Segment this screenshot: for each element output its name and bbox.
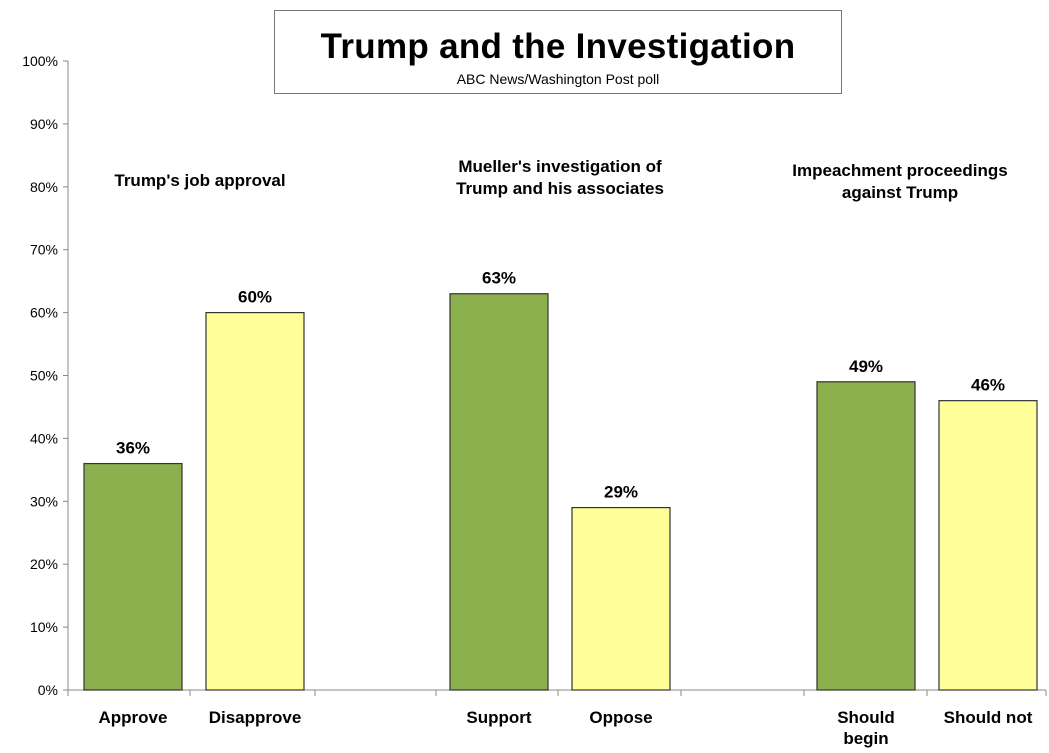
bar <box>816 381 916 691</box>
chart-title-box: Trump and the Investigation ABC News/Was… <box>274 10 842 94</box>
group-label-job-approval: Trump's job approval <box>114 171 286 190</box>
y-tick-label: 70% <box>30 242 58 258</box>
bar <box>449 293 549 691</box>
data-label: 63% <box>482 269 516 288</box>
chart-title: Trump and the Investigation <box>320 27 796 66</box>
y-tick-label: 30% <box>30 493 58 509</box>
x-tick-label: Disapprove <box>209 708 302 727</box>
data-label: 36% <box>116 439 150 458</box>
y-tick-label: 80% <box>30 179 58 195</box>
x-tick-label: Should not <box>944 708 1033 727</box>
group-label-impeachment: Impeachment proceedings against Trump <box>792 161 1008 202</box>
bar <box>205 312 305 691</box>
x-tick-label: Support <box>466 708 531 727</box>
data-label: 29% <box>604 483 638 502</box>
y-tick-label: 50% <box>30 368 58 384</box>
chart-subtitle: ABC News/Washington Post poll <box>456 71 660 87</box>
y-tick-label: 10% <box>30 619 58 635</box>
y-tick-label: 60% <box>30 305 58 321</box>
y-tick-label: 20% <box>30 556 58 572</box>
data-label: 60% <box>238 288 272 307</box>
y-tick-label: 90% <box>30 116 58 132</box>
bar <box>938 400 1038 691</box>
group-label-mueller-investigation: Mueller's investigation of Trump and his… <box>456 157 664 198</box>
y-tick-label: 40% <box>30 430 58 446</box>
y-tick-label: 100% <box>22 53 58 69</box>
y-tick-label: 0% <box>38 682 58 698</box>
bar <box>83 462 183 691</box>
x-tick-label: Should begin <box>837 708 895 748</box>
bar <box>571 506 671 691</box>
x-tick-label: Approve <box>99 708 168 727</box>
data-label: 46% <box>971 376 1005 395</box>
x-tick-label: Oppose <box>589 708 652 727</box>
data-label: 49% <box>849 357 883 376</box>
